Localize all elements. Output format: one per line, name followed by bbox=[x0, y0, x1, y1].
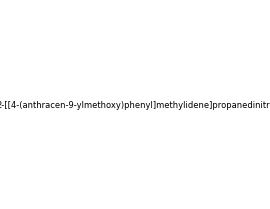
Text: 2-[[4-(anthracen-9-ylmethoxy)phenyl]methylidene]propanedinitrile: 2-[[4-(anthracen-9-ylmethoxy)phenyl]meth… bbox=[0, 101, 270, 110]
